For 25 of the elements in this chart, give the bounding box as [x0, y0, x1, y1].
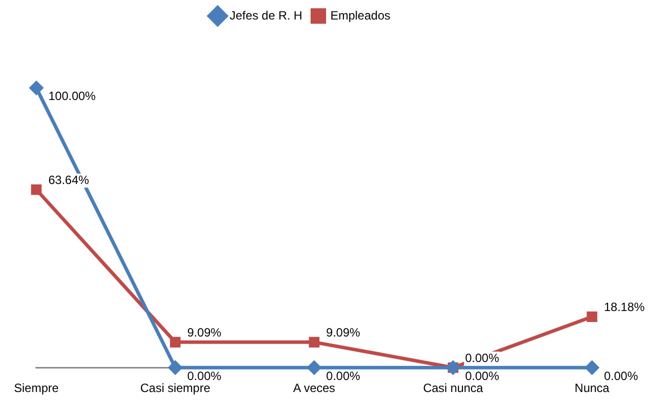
point [168, 360, 182, 374]
data-label: 0.00% [604, 368, 638, 383]
point [31, 184, 42, 195]
data-label: 63.64% [48, 172, 90, 187]
x-tick-label: Casi nunca [423, 381, 484, 396]
data-label: 0.00% [187, 368, 222, 383]
point [307, 360, 321, 374]
x-tick-label: Siempre [14, 381, 60, 396]
x-tick-label: Casi siempre [140, 381, 211, 396]
point [586, 311, 598, 322]
data-label: 0.00% [326, 368, 361, 383]
data-label: 0.00% [465, 350, 500, 365]
data-label: 9.09% [326, 325, 361, 340]
x-tick-label: Nunca [574, 381, 610, 396]
point [585, 360, 599, 374]
point [30, 81, 44, 95]
data-label: 9.09% [187, 325, 222, 340]
legend-label: Empleados [330, 8, 390, 22]
data-label: 100.00% [48, 89, 96, 104]
x-tick-label: A veces [293, 381, 336, 396]
point [170, 336, 181, 348]
data-label: 18.18% [604, 300, 646, 314]
data-label: 0.00% [465, 368, 500, 383]
point [308, 336, 320, 348]
legend-label: Jefes de R. H [230, 8, 302, 22]
